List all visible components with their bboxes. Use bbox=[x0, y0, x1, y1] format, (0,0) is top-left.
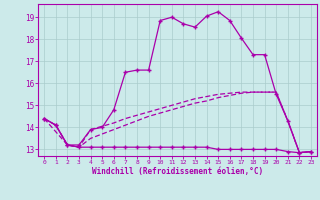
X-axis label: Windchill (Refroidissement éolien,°C): Windchill (Refroidissement éolien,°C) bbox=[92, 167, 263, 176]
